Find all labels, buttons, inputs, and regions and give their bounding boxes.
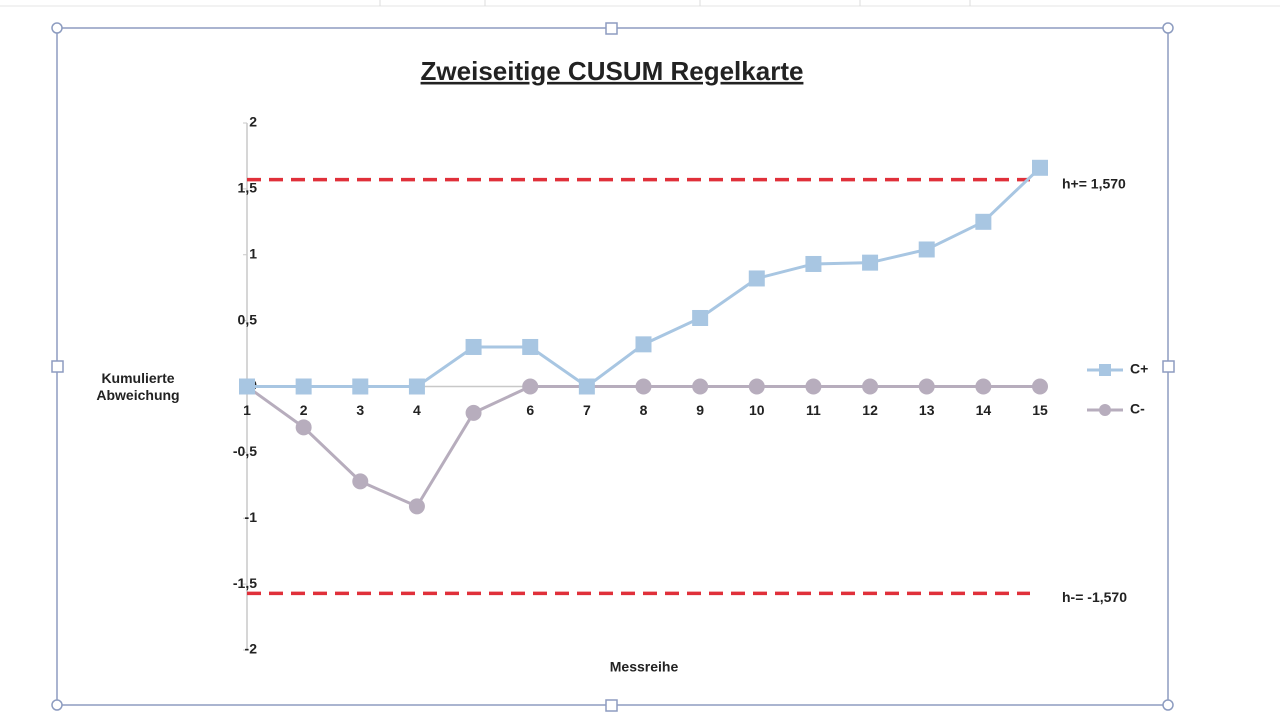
y-axis-title: Kumulierte Abweichung [96,370,179,403]
point [352,378,369,395]
point [862,378,879,395]
point [522,378,539,395]
y-tick-label: 0,5 [238,311,258,327]
point [918,241,935,258]
chart-title: Zweiseitige CUSUM Regelkarte [421,56,804,86]
point [862,254,879,271]
legend-marker [1099,404,1111,416]
x-tick-label: 11 [806,402,821,418]
y-tick-label: 1 [249,245,257,261]
point [295,419,312,436]
x-tick-label: 6 [526,402,534,418]
x-tick-label: 1 [243,402,251,418]
point [465,338,482,355]
point [805,255,822,272]
x-tick-label: 14 [976,402,992,418]
y-tick-label: -1 [245,509,258,525]
x-tick-label: 4 [413,402,421,418]
point [635,378,652,395]
y-tick-label: -2 [245,641,258,657]
legend-label: C- [1130,401,1145,417]
x-axis-title: Messreihe [610,659,679,675]
x-tick-label: 3 [356,402,364,418]
legend-label: C+ [1130,361,1148,377]
y-tick-label: -0,5 [233,443,257,459]
point [975,378,992,395]
legend-marker [1099,364,1111,376]
x-tick-label: 10 [749,402,765,418]
point [352,473,369,490]
point [692,309,709,326]
x-tick-label: 15 [1032,402,1048,418]
point [578,378,595,395]
y-tick-label: 2 [249,114,257,130]
point [239,378,255,395]
point [748,378,765,395]
point [635,336,652,353]
point [1032,378,1048,395]
point [522,338,539,355]
x-tick-label: 12 [862,402,878,418]
point [748,270,765,287]
point [408,378,425,395]
x-tick-label: 9 [696,402,704,418]
sheet-background [0,0,1280,7]
point [918,378,935,395]
control-limit-label: h+= 1,570 [1062,175,1126,191]
point [692,378,709,395]
x-tick-label: 8 [640,402,648,418]
x-tick-label: 7 [583,402,591,418]
x-tick-label: 2 [300,402,308,418]
point [408,498,425,515]
control-limit-label: h-= -1,570 [1062,589,1127,605]
y-tick-label: -1,5 [233,575,257,591]
y-tick-label: 1,5 [238,180,258,196]
x-tick-label: 13 [919,402,935,418]
point [1032,159,1048,176]
point [975,213,992,230]
point [295,378,312,395]
point [805,378,822,395]
point [465,404,482,421]
